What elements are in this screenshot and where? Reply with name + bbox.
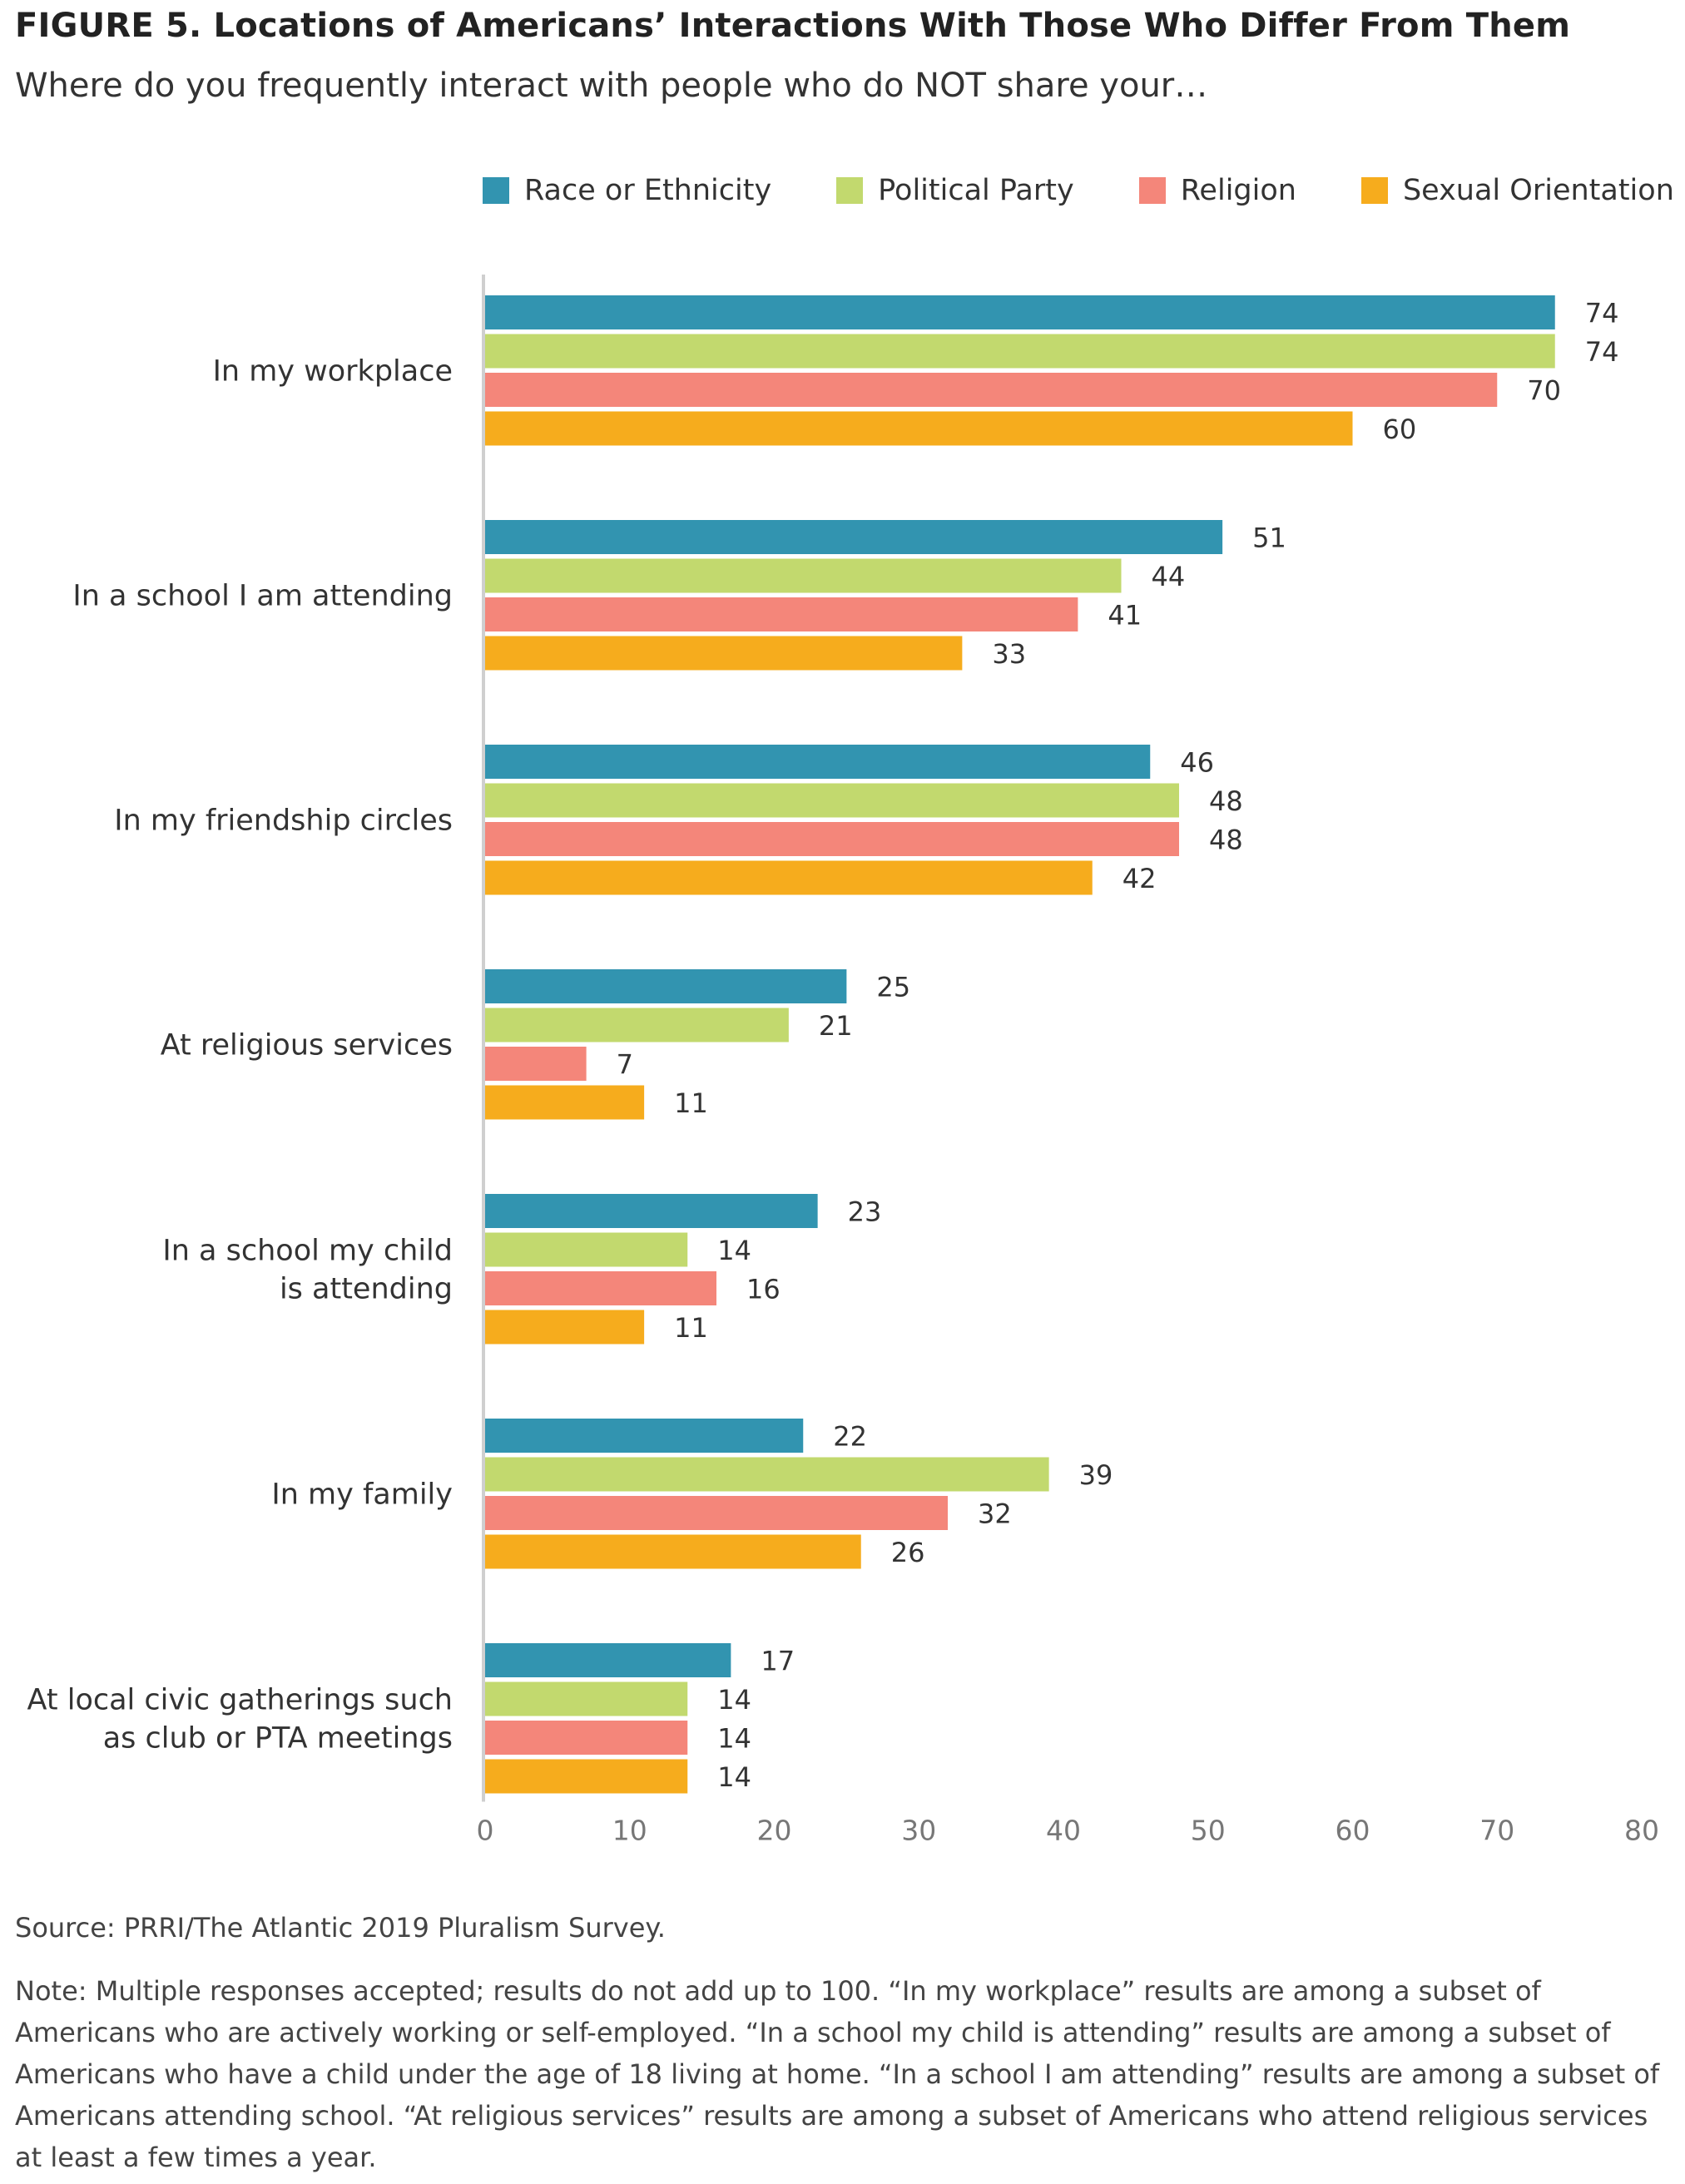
category-label: In a school I am attending (72, 579, 453, 612)
data-label: 23 (848, 1196, 882, 1228)
legend-item-sexual-orientation: Sexual Orientation (1360, 174, 1674, 207)
legend-label-sexual-orientation: Sexual Orientation (1402, 174, 1674, 207)
data-label: 16 (746, 1274, 781, 1305)
legend-swatch-religion (1138, 177, 1166, 204)
legend-swatch-sexual-orientation (1360, 177, 1388, 204)
x-tick-label: 30 (901, 1815, 936, 1847)
legend: Race or Ethnicity Political Party Religi… (483, 172, 1674, 209)
data-label: 48 (1209, 785, 1243, 817)
bar-at-religious-services-political-party (485, 1008, 789, 1042)
bar-in-my-workplace-political-party (485, 334, 1555, 369)
category-label: In my friendship circles (114, 804, 453, 837)
data-label: 14 (717, 1761, 751, 1793)
bar-in-a-school-i-am-attending-political-party (485, 558, 1122, 593)
data-label: 41 (1108, 600, 1142, 631)
bar-at-local-civic-gatherings-such-as-club-or-pta-meetings-sexual-orientation (485, 1759, 688, 1794)
data-label: 14 (717, 1235, 751, 1266)
bar-in-a-school-i-am-attending-race-or-ethnicity (485, 520, 1223, 554)
bar-in-a-school-my-child-is-attending-religion (485, 1271, 716, 1305)
data-label: 70 (1527, 375, 1561, 407)
x-tick-label: 50 (1191, 1815, 1226, 1847)
bar-in-a-school-my-child-is-attending-sexual-orientation (485, 1310, 645, 1345)
data-label: 11 (674, 1312, 708, 1344)
bar-at-religious-services-race-or-ethnicity (485, 969, 847, 1003)
data-label: 25 (876, 972, 910, 1003)
data-label: 42 (1123, 863, 1157, 894)
x-tick-label: 10 (612, 1815, 647, 1847)
data-label: 26 (891, 1537, 925, 1568)
data-label: 74 (1585, 336, 1619, 368)
bar-in-my-workplace-religion (485, 373, 1498, 407)
x-tick-label: 40 (1046, 1815, 1081, 1847)
data-label: 21 (819, 1010, 853, 1042)
bar-at-local-civic-gatherings-such-as-club-or-pta-meetings-religion (485, 1721, 688, 1755)
bar-in-a-school-i-am-attending-sexual-orientation (485, 636, 963, 671)
data-label: 60 (1383, 414, 1417, 445)
category-label: is attending (280, 1272, 453, 1305)
category-label: In a school my child (162, 1234, 453, 1267)
data-label: 48 (1209, 825, 1243, 856)
bar-at-local-civic-gatherings-such-as-club-or-pta-meetings-race-or-ethnicity (485, 1643, 731, 1677)
data-label: 74 (1585, 298, 1619, 329)
source-note: Source: PRRI/The Atlantic 2019 Pluralism… (15, 1912, 666, 1944)
legend-label-political-party: Political Party (878, 174, 1074, 207)
x-tick-label: 0 (477, 1815, 494, 1847)
category-label: as club or PTA meetings (103, 1721, 453, 1755)
data-label: 39 (1079, 1459, 1113, 1491)
data-label: 44 (1152, 561, 1186, 592)
bar-in-my-workplace-race-or-ethnicity (485, 295, 1555, 329)
bar-in-my-family-religion (485, 1496, 948, 1530)
bar-in-a-school-my-child-is-attending-race-or-ethnicity (485, 1194, 818, 1228)
bar-in-a-school-my-child-is-attending-political-party (485, 1232, 688, 1267)
data-label: 32 (978, 1498, 1012, 1530)
data-label: 33 (992, 638, 1026, 670)
bar-in-my-friendship-circles-religion (485, 822, 1179, 856)
bar-in-a-school-i-am-attending-religion (485, 597, 1078, 631)
bar-in-my-friendship-circles-political-party (485, 783, 1179, 818)
category-label: At religious services (161, 1028, 453, 1062)
bar-in-my-family-race-or-ethnicity (485, 1419, 804, 1453)
category-label: In my workplace (213, 354, 453, 388)
data-label: 17 (761, 1646, 795, 1677)
data-label: 11 (674, 1087, 708, 1119)
footnote: Note: Multiple responses accepted; resul… (15, 1975, 1660, 2173)
legend-item-political-party: Political Party (836, 174, 1074, 207)
bar-in-my-family-sexual-orientation (485, 1534, 861, 1569)
category-label: At local civic gatherings such (27, 1683, 453, 1716)
x-tick-label: 60 (1336, 1815, 1370, 1847)
legend-label-race-or-ethnicity: Race or Ethnicity (524, 174, 772, 207)
data-label: 14 (717, 1684, 751, 1716)
bar-in-my-workplace-sexual-orientation (485, 411, 1353, 446)
bar-at-religious-services-sexual-orientation (485, 1085, 645, 1120)
legend-swatch-race-or-ethnicity (483, 177, 509, 204)
data-label: 14 (717, 1723, 751, 1755)
x-tick-label: 70 (1479, 1815, 1514, 1847)
bar-in-my-friendship-circles-sexual-orientation (485, 860, 1093, 895)
x-tick-label: 80 (1624, 1815, 1659, 1847)
bar-at-local-civic-gatherings-such-as-club-or-pta-meetings-political-party (485, 1681, 688, 1716)
data-label: 46 (1180, 747, 1214, 779)
legend-label-religion: Religion (1180, 174, 1296, 207)
category-label: In my family (271, 1478, 453, 1511)
data-label: 51 (1252, 522, 1286, 554)
legend-item-race-or-ethnicity: Race or Ethnicity (483, 174, 771, 207)
data-label: 22 (833, 1421, 867, 1453)
bar-at-religious-services-religion (485, 1047, 587, 1081)
x-tick-label: 20 (757, 1815, 792, 1847)
bar-in-my-friendship-circles-race-or-ethnicity (485, 745, 1151, 779)
chart-subtitle: Where do you frequently interact with pe… (15, 67, 1208, 105)
data-label: 7 (617, 1049, 633, 1081)
chart-title: FIGURE 5. Locations of Americans’ Intera… (15, 7, 1571, 45)
legend-item-religion: Religion (1138, 174, 1296, 207)
bar-in-my-family-political-party (485, 1457, 1049, 1492)
legend-swatch-political-party (836, 177, 864, 204)
